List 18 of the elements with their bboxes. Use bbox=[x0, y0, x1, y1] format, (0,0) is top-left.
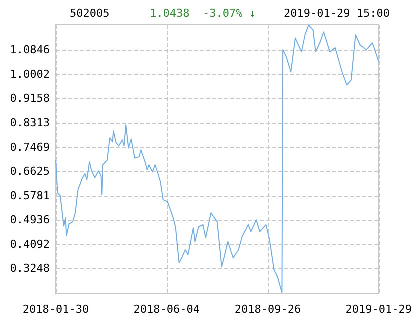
y-tick-label: 1.0002 bbox=[10, 68, 50, 81]
y-tick-label: 0.7469 bbox=[10, 140, 50, 154]
y-tick-label: 0.4092 bbox=[10, 238, 50, 251]
chart-subtitle: 1.0438 -3.07% ↓ bbox=[150, 7, 256, 20]
y-tick-label: 0.9158 bbox=[10, 92, 50, 106]
text: 2019-01-29 15:00 bbox=[284, 7, 390, 20]
x-tick-label: 2019-01-29 bbox=[346, 303, 412, 316]
line-series bbox=[56, 24, 380, 294]
y-tick-label: 0.3248 bbox=[10, 262, 50, 276]
x-tick-label: 2018-01-30 bbox=[22, 303, 90, 316]
y-tick-label: 0.4936 bbox=[10, 214, 50, 227]
y-tick-label: 0.6625 bbox=[10, 165, 50, 178]
y-tick-label: 0.8313 bbox=[10, 116, 50, 130]
y-tick-label: 1.0846 bbox=[10, 44, 50, 57]
x-tick-label: 2018-06-04 bbox=[134, 303, 200, 316]
x-tick-label: 2018-09-26 bbox=[234, 303, 302, 316]
y-tick-label: 0.5781 bbox=[10, 189, 50, 202]
chart-title: 502005 bbox=[70, 7, 110, 20]
